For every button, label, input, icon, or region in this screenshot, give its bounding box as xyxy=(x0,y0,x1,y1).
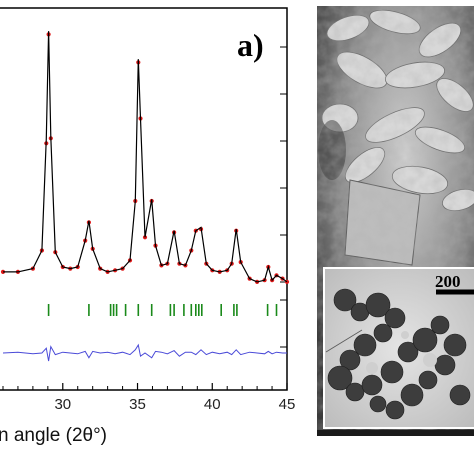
x-axis-ticks xyxy=(2,383,288,390)
tem-fiber xyxy=(325,329,363,353)
panel-label: a) xyxy=(237,27,264,63)
x-tick-label: 30 xyxy=(54,396,71,413)
x-tick-label: 40 xyxy=(204,396,221,413)
x-tick-label: 35 xyxy=(129,396,146,413)
sem-micrograph: 200 xyxy=(317,6,474,436)
tem-inset: 200 xyxy=(323,267,474,429)
calculated-curve xyxy=(3,31,288,283)
tem-holes xyxy=(366,331,437,374)
x-tick-labels: 30 35 40 45 xyxy=(54,396,295,413)
tem-particles xyxy=(327,288,471,420)
reflection-markers xyxy=(47,304,278,316)
sem-bottom-bar xyxy=(317,430,474,436)
right-axis-ticks xyxy=(280,46,287,348)
x-axis-title: n angle (2θ°) xyxy=(0,425,107,446)
scale-bar-label: 200 xyxy=(435,272,461,291)
plot-frame xyxy=(0,7,288,391)
x-tick-label: 45 xyxy=(279,396,296,413)
difference-curve xyxy=(2,343,287,362)
observed-points xyxy=(0,32,290,284)
xrd-chart: 30 35 40 45 n angle (2θ°) a) xyxy=(0,7,295,446)
